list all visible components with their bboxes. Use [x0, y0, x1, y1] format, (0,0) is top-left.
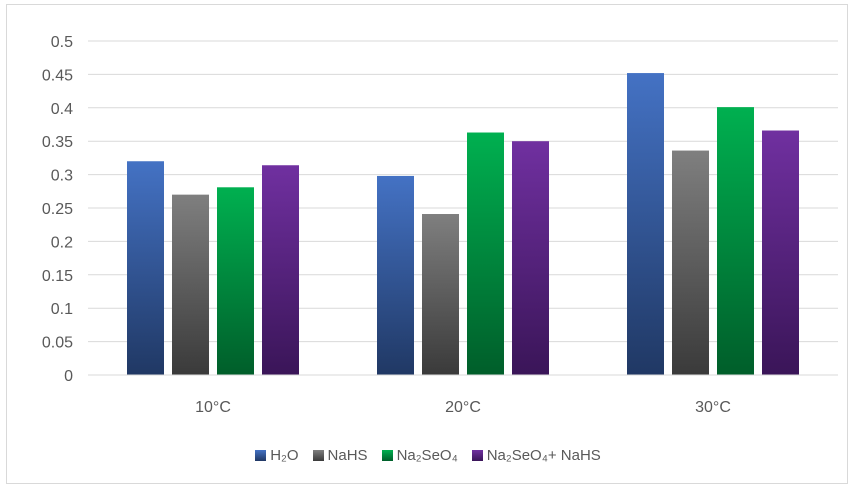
- bar-2-1: [172, 194, 209, 375]
- bar-1-3: [627, 73, 664, 376]
- legend-item: H₂O: [255, 447, 299, 464]
- y-tick-label: 0.4: [51, 101, 73, 118]
- gridlines: [88, 40, 838, 343]
- x-tick-label: 20°C: [445, 399, 481, 416]
- y-tick-label: 0.35: [42, 134, 73, 151]
- y-tick-label: 0.5: [51, 34, 73, 51]
- y-tick-label: 0.2: [51, 234, 73, 251]
- legend-item: Na₂SeO₄+ NaHS: [471, 447, 601, 464]
- y-tick-label: 0: [64, 368, 73, 385]
- x-axis-ticks: 10°C 20°C 30°C: [195, 399, 731, 416]
- legend-label: H₂O: [270, 447, 299, 464]
- bar-4-1: [262, 165, 299, 375]
- bar-1-1: [127, 161, 164, 375]
- bar-2-2: [422, 214, 459, 375]
- bar-4-2: [512, 141, 549, 375]
- legend: H₂O NaHS Na₂SeO₄ Na₂SeO₄+ NaHS: [0, 447, 856, 464]
- y-axis-ticks: 0 0.05 0.1 0.15 0.2 0.25 0.3 0.35 0.4 0.45 0.5: [42, 34, 73, 385]
- bar-2-3: [672, 150, 709, 375]
- legend-swatch: [471, 450, 483, 461]
- legend-swatch: [255, 450, 267, 461]
- x-tick-label: 30°C: [695, 399, 731, 416]
- y-tick-label: 0.25: [42, 201, 73, 218]
- legend-label: Na₂SeO₄: [396, 447, 458, 464]
- y-tick-label: 0.45: [42, 67, 73, 84]
- x-tick-label: 10°C: [195, 399, 231, 416]
- legend-label: Na₂SeO₄+ NaHS: [486, 447, 601, 464]
- bar-3-3: [717, 107, 754, 375]
- bar-4-3: [762, 130, 799, 375]
- y-tick-label: 0.05: [42, 335, 73, 352]
- legend-swatch: [381, 450, 393, 461]
- bar-3-2: [467, 132, 504, 375]
- y-tick-label: 0.1: [51, 301, 73, 318]
- y-tick-label: 0.15: [42, 268, 73, 285]
- legend-item: Na₂SeO₄: [381, 447, 458, 464]
- legend-item: NaHS: [312, 447, 368, 464]
- bar-1-2: [377, 175, 414, 375]
- legend-swatch: [312, 450, 324, 461]
- legend-label: NaHS: [327, 447, 368, 464]
- y-tick-label: 0.3: [51, 168, 73, 185]
- bar-3-1: [217, 187, 254, 375]
- bars: [127, 73, 799, 376]
